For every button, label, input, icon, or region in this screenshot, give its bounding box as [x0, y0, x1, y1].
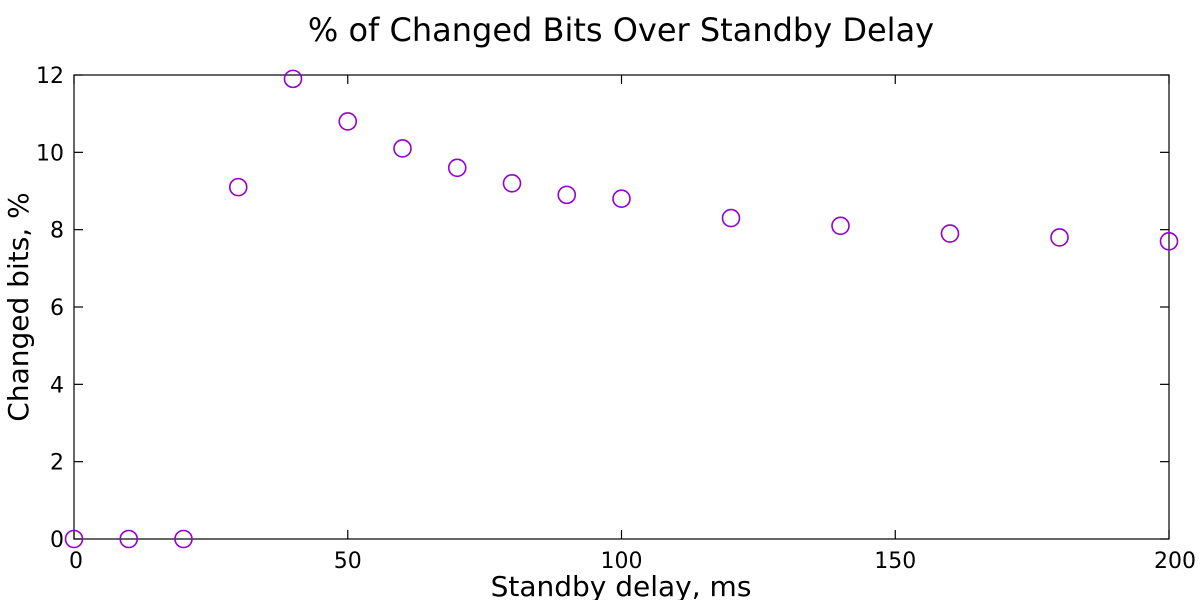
data-point — [447, 158, 467, 178]
data-point — [557, 185, 577, 205]
data-point — [940, 224, 960, 243]
data-point — [64, 529, 84, 549]
axis-ticks — [73, 74, 1170, 540]
data-point — [338, 112, 358, 131]
x-tick-labels: 0 50 100 150 200 — [69, 549, 1196, 574]
data-point — [612, 189, 631, 209]
data-point — [831, 216, 850, 236]
y-tick-label: 8 — [50, 219, 64, 244]
y-tick-labels: 0 2 4 6 8 10 12 — [36, 64, 64, 553]
data-point — [502, 173, 522, 193]
data-point — [393, 139, 412, 158]
x-axis-label: Standby delay, ms — [491, 570, 752, 600]
data-point — [228, 177, 248, 197]
y-tick-label: 12 — [36, 64, 64, 89]
y-tick-label: 0 — [50, 528, 64, 553]
x-tick-label: 150 — [874, 549, 916, 574]
data-point — [174, 529, 193, 549]
data-point — [721, 208, 741, 228]
data-points — [64, 69, 1179, 549]
y-tick-label: 6 — [50, 296, 64, 321]
x-tick-label: 100 — [601, 549, 643, 574]
data-point — [1159, 231, 1179, 251]
chart-title: % of Changed Bits Over Standby Delay — [308, 11, 934, 49]
y-tick-label: 4 — [50, 373, 64, 398]
y-tick-label: 2 — [50, 451, 64, 476]
x-tick-label: 200 — [1154, 549, 1196, 574]
x-tick-label: 0 — [69, 549, 83, 574]
data-point — [283, 69, 303, 89]
y-axis-label: Changed bits, % — [2, 192, 35, 421]
plot-frame — [73, 74, 1170, 540]
y-tick-label: 10 — [36, 141, 64, 166]
x-tick-label: 50 — [334, 549, 362, 574]
data-point — [119, 529, 139, 549]
data-point — [1050, 228, 1069, 247]
